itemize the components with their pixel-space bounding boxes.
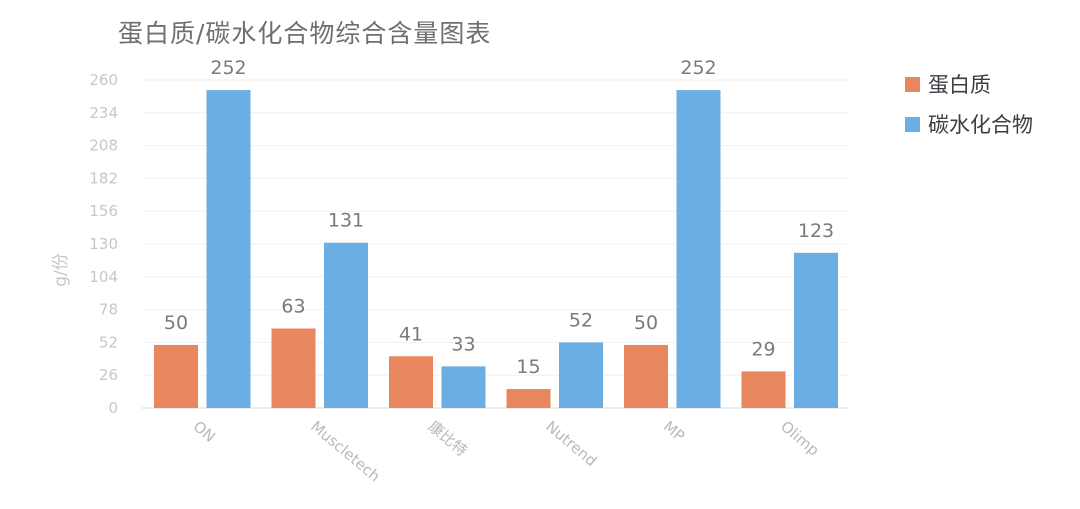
data-label: 63 (281, 296, 305, 318)
y-tick-label: 182 (89, 169, 118, 187)
bar (741, 371, 786, 408)
data-label: 252 (210, 57, 246, 79)
bar (389, 356, 433, 408)
data-labels: 50 252 63 131 41 33 15 52 50 252 29 123 (164, 57, 834, 378)
y-tick-label: 78 (99, 301, 118, 319)
y-axis-label: g/份 (51, 253, 71, 287)
y-tick-label: 104 (89, 268, 118, 286)
y-tick-label: 26 (99, 366, 118, 384)
bar (441, 366, 486, 408)
legend-swatch-carbs (905, 116, 920, 132)
bar (154, 344, 198, 408)
x-tick-label: ON (190, 417, 219, 446)
x-tick-label: Olimp (777, 417, 822, 459)
chart-title: 蛋白质/碳水化合物综合含量图表 (118, 19, 492, 48)
data-label: 29 (751, 338, 775, 360)
legend-label-carbs: 碳水化合物 (928, 113, 1033, 137)
bar (206, 90, 251, 408)
y-tick-label: 52 (99, 333, 118, 351)
legend-item-carbs: 碳水化合物 (905, 110, 1033, 138)
y-axis-ticks: 0 26 52 78 104 130 156 182 208 234 260 (89, 71, 118, 417)
data-label: 33 (451, 333, 475, 355)
y-tick-label: 156 (89, 202, 118, 220)
bar (794, 252, 838, 408)
y-tick-label: 234 (89, 104, 118, 122)
y-tick-label: 0 (108, 399, 118, 417)
x-tick-label: 康比特 (425, 417, 471, 460)
bar (676, 90, 721, 408)
y-tick-label: 130 (89, 235, 118, 253)
legend-swatch-protein (905, 76, 920, 92)
data-label: 41 (399, 323, 423, 345)
legend-label-protein: 蛋白质 (928, 73, 991, 97)
legend: 蛋白质 碳水化合物 (905, 70, 1033, 150)
bar (506, 389, 551, 408)
data-label: 15 (516, 356, 540, 378)
data-label: 123 (798, 220, 834, 242)
data-label: 131 (328, 210, 364, 232)
data-label: 50 (634, 312, 658, 334)
data-label: 252 (680, 57, 716, 79)
bar (624, 344, 668, 408)
x-axis-ticks: ON Muscletech 康比特 Nutrend MP Olimp (190, 417, 823, 485)
bar (324, 242, 368, 408)
x-tick-label: Muscletech (307, 417, 384, 485)
data-label: 50 (164, 312, 188, 334)
gridlines (142, 79, 848, 409)
bars (154, 90, 838, 408)
y-tick-label: 208 (89, 137, 118, 155)
data-label: 52 (569, 309, 593, 331)
y-tick-label: 260 (89, 71, 118, 89)
x-tick-label: MP (660, 417, 688, 445)
legend-item-protein: 蛋白质 (905, 70, 1033, 98)
bar (271, 328, 316, 408)
bar (559, 342, 603, 408)
x-tick-label: Nutrend (542, 417, 600, 470)
